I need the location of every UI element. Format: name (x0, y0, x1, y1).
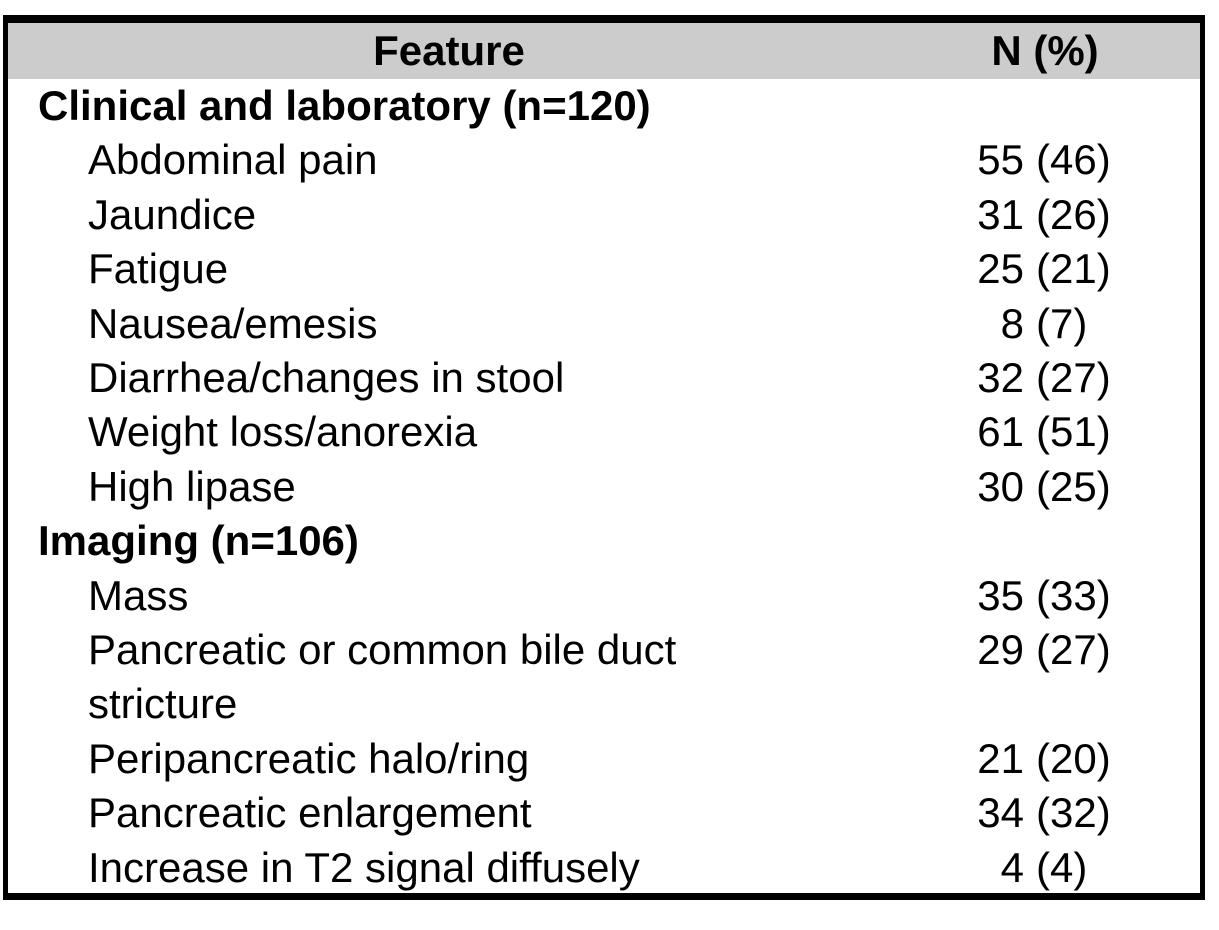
table-row: High lipase 30 (25) (8, 460, 1200, 514)
n-value: 29 (977, 626, 1024, 674)
pct-value: (26) (1036, 190, 1111, 238)
table-row: Mass 35 (33) (8, 569, 1200, 623)
n-value: 25 (977, 245, 1024, 293)
feature-label: Jaundice (88, 190, 257, 238)
feature-label: High lipase (88, 462, 296, 510)
pct-value: (27) (1036, 626, 1111, 674)
table-row: Peripancreatic halo/ring 21 (20) (8, 732, 1200, 786)
table-row: Weight loss/anorexia 61 (51) (8, 405, 1200, 459)
pct-value: (33) (1036, 571, 1111, 619)
pct-value: (25) (1036, 462, 1111, 510)
table-row-section: Imaging (n=106) (8, 514, 1200, 568)
n-value: 34 (977, 789, 1024, 837)
row-value: 35 (33) (890, 569, 1200, 623)
section-label: Imaging (n=106) (38, 517, 359, 565)
row-value: 34 (32) (890, 786, 1200, 840)
feature-label: Increase in T2 signal diffusely (88, 843, 640, 891)
features-table: Feature N (%) Clinical and laboratory (n… (3, 15, 1205, 900)
pct-value: (51) (1036, 408, 1111, 456)
pct-value: (4) (1036, 843, 1088, 891)
column-header-n-pct: N (%) (991, 27, 1099, 74)
section-label: Clinical and laboratory (n=120) (38, 82, 651, 129)
n-value: 4 (1000, 843, 1024, 891)
feature-label: Abdominal pain (88, 136, 378, 184)
n-value: 21 (977, 734, 1024, 782)
table-row: Pancreatic or common bile duct stricture… (8, 623, 1200, 732)
row-value: 32 (27) (890, 351, 1200, 405)
feature-label: Nausea/emesis (88, 299, 378, 347)
table-header-row: Feature N (%) (8, 23, 1200, 79)
feature-label: Pancreatic or common bile duct stricture (88, 626, 677, 728)
row-value: 8 (7) (890, 297, 1200, 351)
row-value (890, 514, 1200, 568)
row-value: 25 (21) (890, 242, 1200, 296)
row-value: 61 (51) (890, 405, 1200, 459)
table-row: Diarrhea/changes in stool 32 (27) (8, 351, 1200, 405)
n-value: 55 (977, 136, 1024, 184)
row-value: 21 (20) (890, 732, 1200, 786)
row-value (890, 79, 1200, 133)
n-value: 35 (977, 571, 1024, 619)
table-row: Abdominal pain 55 (46) (8, 133, 1200, 187)
table-row: Nausea/emesis 8 (7) (8, 297, 1200, 351)
feature-label: Peripancreatic halo/ring (88, 734, 530, 782)
pct-value: (32) (1036, 789, 1111, 837)
column-header-feature: Feature (373, 27, 525, 74)
table-row: Fatigue 25 (21) (8, 242, 1200, 296)
row-value: 30 (25) (890, 460, 1200, 514)
n-value: 8 (1000, 299, 1024, 347)
row-value: 29 (27) (890, 623, 1200, 732)
table-row-section: Clinical and laboratory (n=120) (8, 79, 1200, 133)
pct-value: (27) (1036, 354, 1111, 402)
pct-value: (46) (1036, 136, 1111, 184)
n-value: 32 (977, 354, 1024, 402)
pct-value: (21) (1036, 245, 1111, 293)
pct-value: (7) (1036, 299, 1088, 347)
row-value: 31 (26) (890, 188, 1200, 242)
table-row: Pancreatic enlargement 34 (32) (8, 786, 1200, 840)
n-value: 30 (977, 462, 1024, 510)
feature-label: Weight loss/anorexia (88, 408, 478, 456)
feature-label: Pancreatic enlargement (88, 789, 532, 837)
pct-value: (20) (1036, 734, 1111, 782)
table-row: Jaundice 31 (26) (8, 188, 1200, 242)
feature-label: Diarrhea/changes in stool (88, 354, 565, 402)
feature-label: Mass (88, 571, 189, 619)
row-value: 4 (4) (890, 841, 1200, 895)
n-value: 31 (977, 190, 1024, 238)
feature-label: Fatigue (88, 245, 229, 293)
row-value: 55 (46) (890, 133, 1200, 187)
table-row: Increase in T2 signal diffusely 4 (4) (8, 841, 1200, 895)
n-value: 61 (977, 408, 1024, 456)
